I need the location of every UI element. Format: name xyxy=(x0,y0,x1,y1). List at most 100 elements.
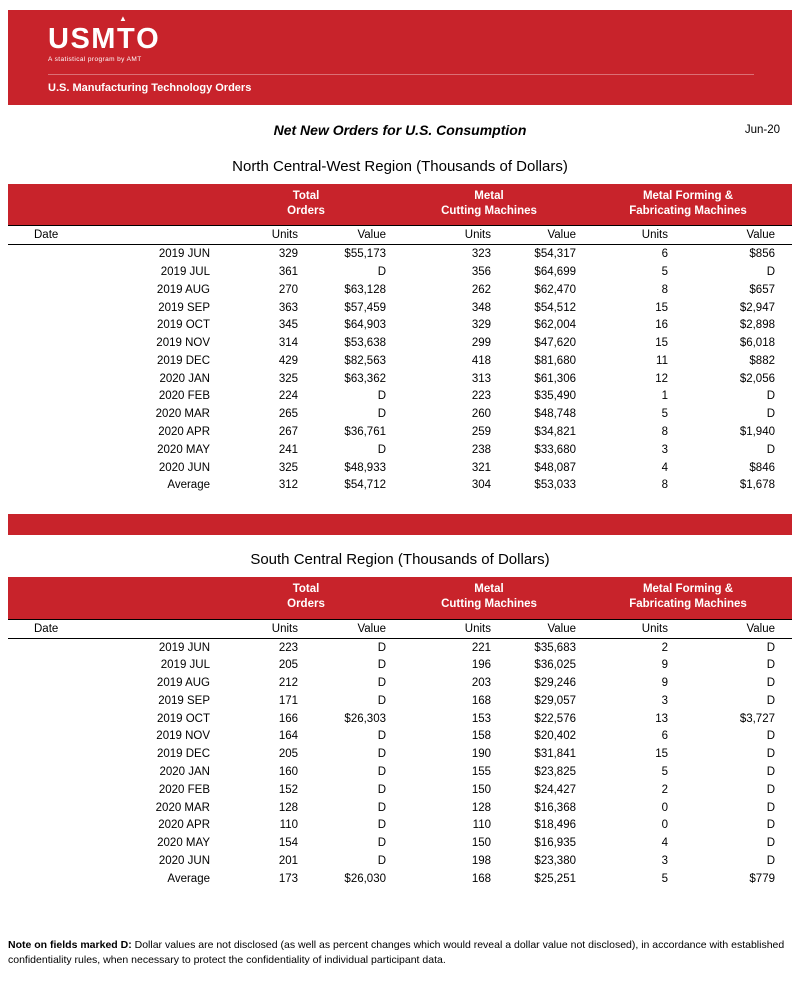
data-cell: 150 xyxy=(471,783,491,796)
column-header-units: Units xyxy=(394,618,499,639)
section-separator-band xyxy=(8,514,792,536)
data-cell: $48,087 xyxy=(534,461,576,474)
data-cell: 6 xyxy=(661,730,668,743)
data-cell: 5 xyxy=(661,266,668,279)
data-cell: 0 xyxy=(661,819,668,832)
data-cell: 345 xyxy=(278,319,298,332)
data-cell: 8 xyxy=(661,426,668,439)
date-cell: 2020 MAY xyxy=(157,443,210,456)
data-cell: $2,056 xyxy=(739,372,775,385)
data-cell: $29,246 xyxy=(534,677,576,690)
data-cell: $2,898 xyxy=(739,319,775,332)
data-cell: 6 xyxy=(661,248,668,261)
table-row: 2020 JUN 325 $48,933 321 $48,087 4 $846 xyxy=(8,459,792,477)
data-cell: $26,030 xyxy=(344,872,386,885)
data-cell: D xyxy=(377,819,386,832)
data-cell: $20,402 xyxy=(534,730,576,743)
data-cell: $55,173 xyxy=(344,248,386,261)
data-cell: D xyxy=(766,408,775,421)
column-header-value: Value xyxy=(499,618,584,639)
date-cell: 2020 JAN xyxy=(159,765,210,778)
data-cell: 299 xyxy=(471,337,491,350)
data-cell: 154 xyxy=(278,837,298,850)
data-cell: D xyxy=(377,730,386,743)
data-cell: $54,317 xyxy=(534,248,576,261)
date-cell: 2019 JUN xyxy=(158,248,210,261)
data-cell: $18,496 xyxy=(534,819,576,832)
column-header-value: Value xyxy=(499,225,584,246)
table-row: 2019 OCT 345 $64,903 329 $62,004 16 $2,898 xyxy=(8,316,792,334)
table-row: 2020 APR 110 D 110 $18,496 0 D xyxy=(8,816,792,834)
data-cell: 363 xyxy=(278,301,298,314)
data-cell: $64,699 xyxy=(534,266,576,279)
table-row: 2020 APR 267 $36,761 259 $34,821 8 $1,940 xyxy=(8,423,792,441)
data-cell: 190 xyxy=(471,748,491,761)
group-header-total-orders: Total Orders xyxy=(218,184,394,226)
table-row: 2019 DEC 429 $82,563 418 $81,680 11 $882 xyxy=(8,352,792,370)
region-table-north-central-west: Total Orders Metal Cutting Machines Meta… xyxy=(8,184,792,494)
data-cell: D xyxy=(377,390,386,403)
data-cell: 241 xyxy=(278,443,298,456)
data-cell: D xyxy=(377,677,386,690)
date-cell: 2020 JUN xyxy=(158,461,210,474)
column-header-row: Date Units Value Units Value Units Value xyxy=(8,618,792,639)
data-cell: 223 xyxy=(278,641,298,654)
table-row: 2020 FEB 152 D 150 $24,427 2 D xyxy=(8,781,792,799)
data-cell: D xyxy=(766,819,775,832)
data-cell: 260 xyxy=(471,408,491,421)
data-cell: 361 xyxy=(278,266,298,279)
data-cell: 205 xyxy=(278,659,298,672)
data-cell: $882 xyxy=(749,354,775,367)
report-period: Jun-20 xyxy=(744,124,780,136)
data-cell: $81,680 xyxy=(534,354,576,367)
data-cell: D xyxy=(766,837,775,850)
banner-subtitle: U.S. Manufacturing Technology Orders xyxy=(48,82,252,94)
data-cell: 325 xyxy=(278,372,298,385)
table-row: 2019 NOV 314 $53,638 299 $47,620 15 $6,018 xyxy=(8,334,792,352)
data-cell: $31,841 xyxy=(534,748,576,761)
data-cell: $54,712 xyxy=(344,479,386,492)
data-cell: 8 xyxy=(661,283,668,296)
table-row: Average 312 $54,712 304 $53,033 8 $1,678 xyxy=(8,477,792,495)
column-header-value: Value xyxy=(676,225,792,246)
data-cell: D xyxy=(766,266,775,279)
data-cell: $24,427 xyxy=(534,783,576,796)
data-cell: $62,004 xyxy=(534,319,576,332)
data-cell: $29,057 xyxy=(534,694,576,707)
footnote-text: Dollar values are not disclosed (as well… xyxy=(8,938,785,967)
data-cell: D xyxy=(377,837,386,850)
data-cell: $2,947 xyxy=(739,301,775,314)
data-cell: 270 xyxy=(278,283,298,296)
data-cell: 110 xyxy=(279,819,298,832)
data-cell: 313 xyxy=(471,372,491,385)
data-cell: D xyxy=(766,801,775,814)
table-row: Average 173 $26,030 168 $25,251 5 $779 xyxy=(8,870,792,888)
data-cell: $3,727 xyxy=(739,712,775,725)
data-cell: D xyxy=(766,443,775,456)
date-cell: 2020 FEB xyxy=(158,783,210,796)
date-cell: 2020 APR xyxy=(158,819,210,832)
date-cell: 2020 FEB xyxy=(158,390,210,403)
data-cell: 312 xyxy=(278,479,298,492)
group-header-metal-cutting: Metal Cutting Machines xyxy=(394,184,584,226)
table-row: 2019 AUG 212 D 203 $29,246 9 D xyxy=(8,674,792,692)
data-cell: D xyxy=(766,730,775,743)
table-body: 2019 JUN 223 D 221 $35,683 2 D 2019 JUL 205 D 196 $… xyxy=(8,638,792,887)
data-cell: $36,761 xyxy=(344,426,386,439)
data-cell: 356 xyxy=(471,266,491,279)
data-cell: $26,303 xyxy=(344,712,386,725)
column-header-units: Units xyxy=(584,225,676,246)
table-row: 2019 NOV 164 D 158 $20,402 6 D xyxy=(8,728,792,746)
data-cell: 262 xyxy=(471,283,491,296)
group-header-total-orders: Total Orders xyxy=(218,577,394,620)
data-cell: 314 xyxy=(278,337,298,350)
data-cell: $33,680 xyxy=(534,443,576,456)
group-header-row: Total Orders Metal Cutting Machines Meta… xyxy=(8,184,792,226)
logo-text: USM xyxy=(48,23,117,55)
date-cell: 2019 JUL xyxy=(160,266,210,279)
data-cell: $48,933 xyxy=(344,461,386,474)
date-cell: 2019 AUG xyxy=(156,677,210,690)
data-cell: $657 xyxy=(749,283,775,296)
data-cell: $62,470 xyxy=(534,283,576,296)
column-header-units: Units xyxy=(584,618,676,639)
